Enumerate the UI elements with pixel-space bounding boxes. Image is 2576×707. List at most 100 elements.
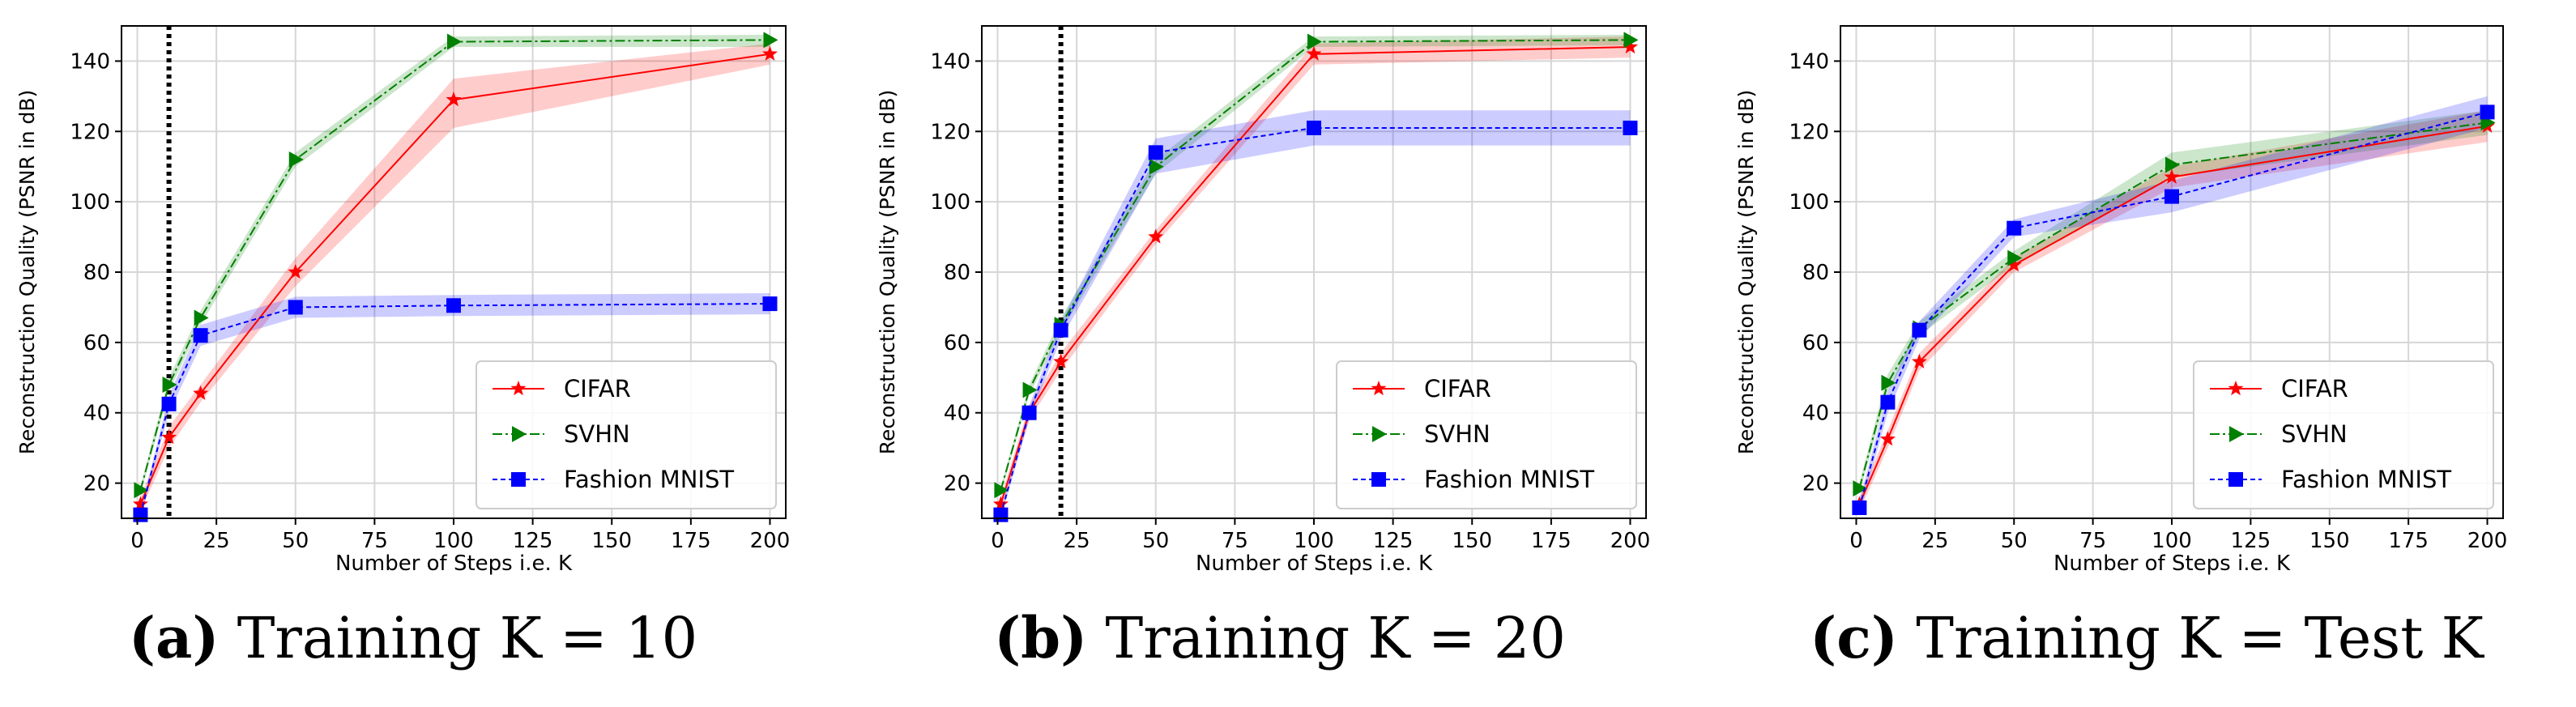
y-tick-label: 60	[944, 331, 970, 356]
point-fashion-mnist	[133, 507, 148, 522]
y-tick-label: 100	[70, 190, 110, 215]
legend-label-fashion-mnist: Fashion MNIST	[2281, 466, 2451, 493]
legend-marker-cifar	[1371, 381, 1387, 396]
x-tick-label: 175	[2388, 529, 2429, 553]
point-svhn	[2165, 156, 2180, 173]
series-line-fashion-mnist	[139, 303, 770, 515]
x-tick-label: 25	[203, 529, 230, 553]
y-tick-label: 40	[944, 402, 970, 426]
caption-letter: (a)	[129, 604, 220, 671]
legend-box	[2193, 360, 2494, 509]
x-tick-label: 125	[2231, 529, 2271, 553]
legend-label-svhn: SVHN	[564, 420, 630, 448]
point-fashion-mnist	[2480, 104, 2495, 120]
point-svhn	[447, 33, 462, 50]
x-tick-label: 150	[2309, 529, 2350, 553]
chart-panel-c: 0 25 50 75 100 125 150 175 200 20 40 60 80 100 120 140 N…	[1734, 25, 2508, 671]
series-line-cifar	[1858, 125, 2488, 505]
x-tick-label: 75	[1222, 529, 1248, 553]
band-cifar	[1000, 36, 1631, 512]
point-cifar	[1148, 228, 1164, 244]
legend-marker-cifar	[510, 381, 527, 396]
x-tick-label: 150	[591, 529, 632, 553]
point-fashion-mnist	[1307, 120, 1321, 135]
y-tick-label: 60	[83, 331, 110, 356]
y-tick-label: 140	[1789, 49, 1829, 74]
caption-title: Training K = Test K	[1898, 605, 2485, 671]
point-svhn	[162, 376, 177, 393]
point-cifar	[446, 92, 462, 107]
point-cifar	[1622, 39, 1638, 54]
series-line-svhn	[139, 39, 770, 491]
point-svhn	[1022, 381, 1038, 398]
point-svhn	[763, 32, 778, 49]
x-tick-label: 175	[671, 529, 711, 553]
x-tick-label: 200	[1610, 529, 1651, 553]
y-tick-label: 100	[930, 190, 970, 215]
caption-letter: (c)	[1810, 604, 1898, 671]
point-svhn	[1881, 374, 1896, 391]
legend-marker-fashion-mnist	[1371, 472, 1386, 487]
chart-panel-b: 0 25 50 75 100 125 150 175 200 20 40 60 80 100 120 140 N…	[876, 25, 1651, 671]
caption-title: Training K = 20	[1087, 605, 1566, 671]
x-tick-label: 100	[1294, 529, 1334, 553]
point-cifar	[761, 45, 778, 61]
x-tick-label: 50	[2001, 529, 2028, 553]
point-svhn	[994, 482, 1009, 499]
legend-label-fashion-mnist: Fashion MNIST	[564, 466, 734, 493]
x-tick-label: 200	[2467, 529, 2508, 553]
y-tick-label: 20	[1802, 472, 1829, 496]
caption-letter: (b)	[994, 604, 1087, 671]
series-line-svhn	[1000, 39, 1631, 491]
y-tick-label: 140	[70, 49, 110, 74]
point-svhn	[194, 309, 209, 326]
x-tick-label: 175	[1531, 529, 1572, 553]
series-line-cifar	[139, 53, 770, 505]
point-fashion-mnist	[762, 296, 778, 312]
x-tick-label: 25	[1064, 529, 1090, 553]
point-svhn	[1853, 480, 1868, 497]
point-fashion-mnist	[1852, 500, 1867, 515]
point-cifar	[2164, 168, 2180, 184]
point-fashion-mnist	[1053, 322, 1068, 338]
x-tick-label: 150	[1452, 529, 1492, 553]
point-fashion-mnist	[446, 298, 461, 313]
x-axis-label: Number of Steps i.e. K	[2054, 552, 2291, 576]
point-cifar	[193, 385, 209, 400]
caption: (a) Training K = 10	[129, 604, 697, 671]
legend-marker-svhn	[2229, 426, 2244, 442]
legend-label-fashion-mnist: Fashion MNIST	[1424, 466, 1594, 493]
legend-label-cifar: CIFAR	[2281, 375, 2348, 402]
point-fashion-mnist	[288, 300, 303, 315]
x-tick-label: 125	[513, 529, 553, 553]
x-tick-label: 75	[2079, 529, 2106, 553]
point-cifar	[1911, 353, 1927, 368]
y-tick-label: 60	[1802, 331, 1829, 356]
legend: CIFAR SVHN Fashion MNIST	[2193, 360, 2494, 509]
point-fashion-mnist	[2164, 189, 2179, 204]
point-fashion-mnist	[1021, 405, 1037, 420]
caption: (c) Training K = Test K	[1810, 604, 2484, 671]
point-svhn	[1307, 33, 1322, 50]
y-tick-label: 140	[930, 49, 970, 74]
y-axis-label: Reconstruction Quality (PSNR in dB)	[15, 90, 39, 455]
x-tick-label: 0	[130, 529, 144, 553]
legend-marker-fashion-mnist	[511, 472, 526, 487]
x-tick-label: 100	[2152, 529, 2192, 553]
point-fashion-mnist	[161, 396, 177, 411]
y-tick-label: 120	[930, 120, 970, 144]
point-fashion-mnist	[993, 507, 1009, 522]
x-tick-label: 25	[1921, 529, 1948, 553]
y-tick-label: 120	[1789, 120, 1829, 144]
chart-panel-a: 0 25 50 75 100 125 150 175 200 20 40 60 80 100 120 140 N…	[15, 25, 790, 671]
legend: CIFAR SVHN Fashion MNIST	[1336, 360, 1637, 509]
legend-marker-cifar	[2228, 381, 2244, 396]
point-fashion-mnist	[1623, 120, 1638, 135]
caption-title: Training K = 10	[219, 605, 697, 671]
y-tick-label: 80	[1802, 261, 1829, 285]
point-svhn	[1149, 158, 1164, 175]
legend-label-cifar: CIFAR	[1424, 375, 1491, 402]
y-tick-label: 40	[1802, 402, 1829, 426]
point-cifar	[132, 496, 148, 511]
